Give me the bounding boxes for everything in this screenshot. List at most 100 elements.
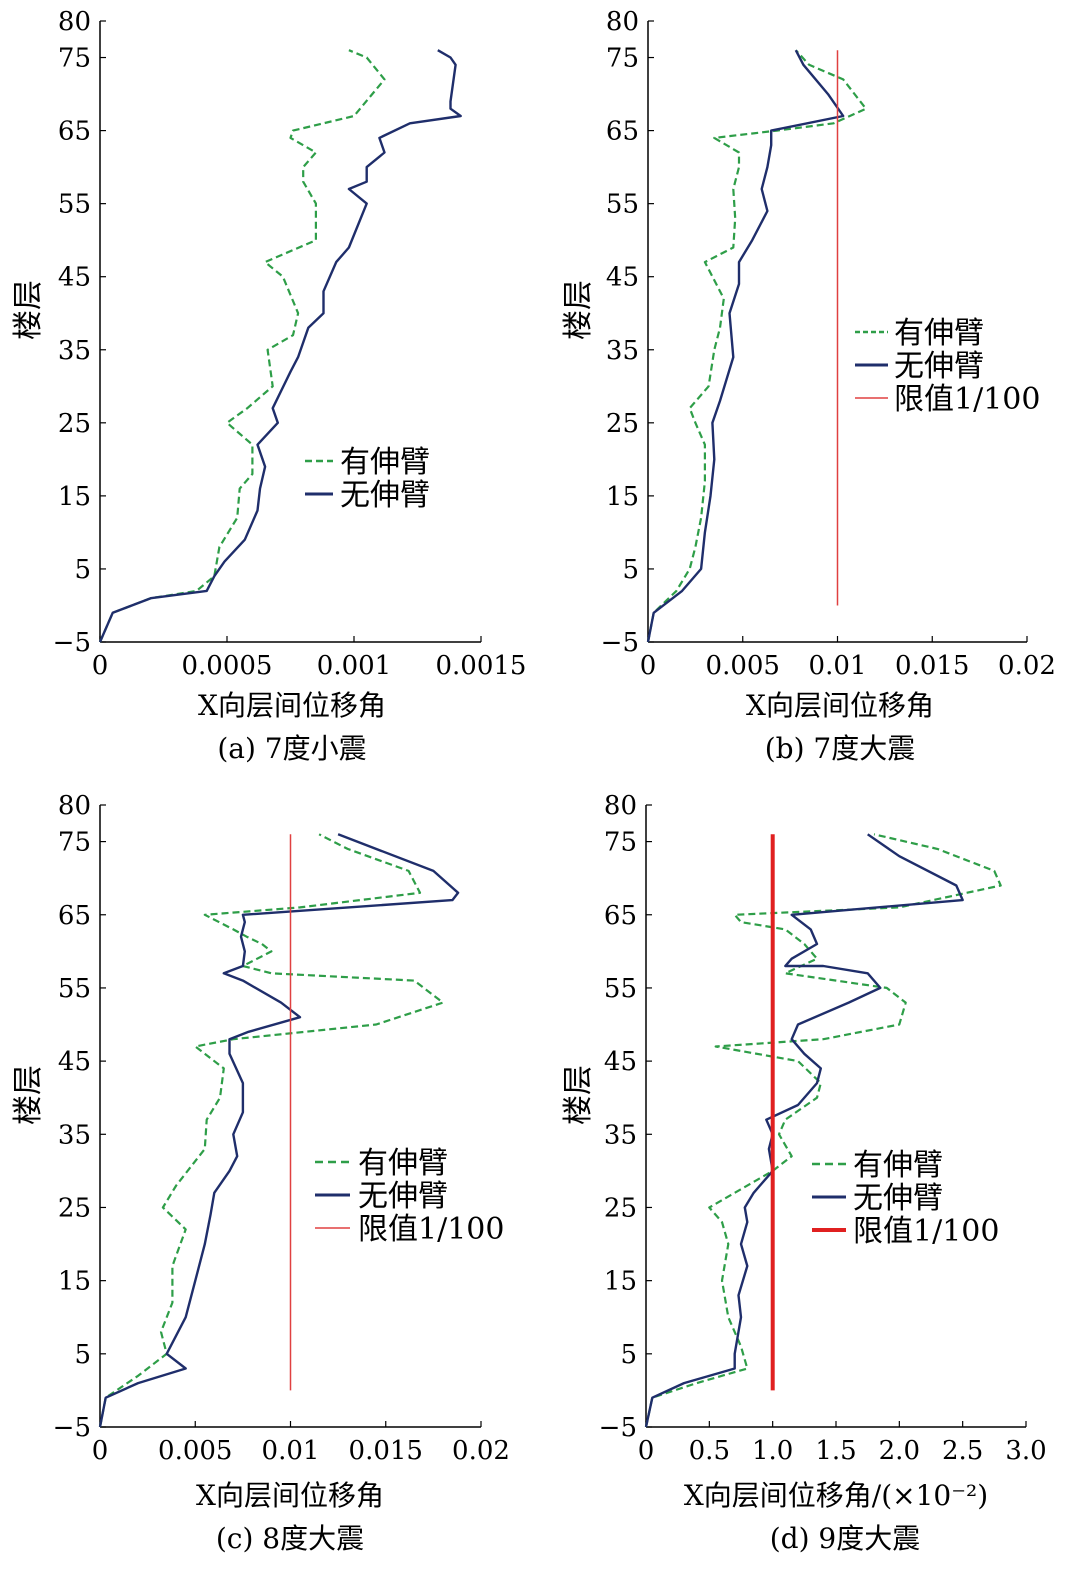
chart-panel-c: −5 5 15 25 35 45 55 65 75 80 0 0.005 0.01 0.015 0.02 楼… bbox=[11, 791, 510, 1555]
x-tick-label-a: 0.001 bbox=[317, 651, 391, 681]
chart-panel-a: −5 5 15 25 35 45 55 65 75 80 0 0.0005 0.001 0.0015 楼层… bbox=[11, 7, 526, 765]
legend-label-without-outrigger-b: 无伸臂 bbox=[894, 349, 984, 384]
y-tick-label-b: 25 bbox=[606, 409, 639, 439]
caption-b: (b) 7度大震 bbox=[765, 732, 916, 765]
x-tick-label-c: 0.01 bbox=[262, 1436, 320, 1466]
y-tick-label-a: 5 bbox=[74, 555, 91, 585]
legend-a: 有伸臂 无伸臂 bbox=[305, 445, 430, 513]
y-axis-label-b: 楼层 bbox=[561, 280, 596, 340]
caption-c: (c) 8度大震 bbox=[216, 1522, 364, 1555]
y-tick-label-a: 15 bbox=[58, 482, 91, 512]
legend-label-with-outrigger-b: 有伸臂 bbox=[894, 316, 984, 351]
x-tick-label-c: 0.015 bbox=[349, 1436, 423, 1466]
legend-label-with-outrigger-a: 有伸臂 bbox=[340, 445, 430, 480]
x-axis-label-a: X向层间位移角 bbox=[198, 689, 386, 722]
y-tick-label-b: 80 bbox=[606, 7, 639, 37]
y-tick-label-c: 80 bbox=[58, 791, 91, 821]
chart-panel-b: −5 5 15 25 35 45 55 65 75 80 0 0.005 0.01 0.015 0.02 楼… bbox=[561, 7, 1056, 765]
plot-area-c: −5 5 15 25 35 45 55 65 75 80 0 0.005 0.01 0.015 0.02 bbox=[53, 791, 510, 1466]
y-tick-label-d: 15 bbox=[604, 1267, 637, 1297]
plot-area-a: −5 5 15 25 35 45 55 65 75 80 0 0.0005 0.001 0.0015 bbox=[53, 7, 527, 681]
x-tick-label-a: 0 bbox=[92, 651, 109, 681]
y-tick-label-c: 15 bbox=[58, 1267, 91, 1297]
series-line-with-outrigger-a bbox=[98, 49, 386, 643]
y-axis-label-d: 楼层 bbox=[561, 1065, 596, 1125]
plot-area-b: −5 5 15 25 35 45 55 65 75 80 0 0.005 0.01 0.015 0.02 bbox=[601, 7, 1056, 681]
y-tick-label-a: 80 bbox=[58, 7, 91, 37]
legend-d: 有伸臂 无伸臂 限值1/100 bbox=[812, 1148, 999, 1249]
y-tick-label-d: 65 bbox=[604, 901, 637, 931]
y-axis-label-a: 楼层 bbox=[11, 280, 46, 340]
x-axis-label-c: X向层间位移角 bbox=[196, 1479, 384, 1512]
y-tick-label-c: 35 bbox=[58, 1120, 91, 1150]
y-tick-label-d: 80 bbox=[604, 791, 637, 821]
y-tick-label-c: 55 bbox=[58, 974, 91, 1004]
x-tick-label-c: 0.005 bbox=[158, 1436, 232, 1466]
y-tick-label-a: 75 bbox=[58, 44, 91, 74]
legend-label-with-outrigger-d: 有伸臂 bbox=[853, 1148, 943, 1183]
y-tick-label-a: −5 bbox=[53, 628, 91, 658]
caption-d: (d) 9度大震 bbox=[770, 1522, 921, 1555]
y-tick-label-c: 65 bbox=[58, 901, 91, 931]
series-line-with-outrigger-d bbox=[644, 833, 1002, 1428]
x-tick-label-c: 0 bbox=[92, 1436, 109, 1466]
x-tick-label-d: 1.0 bbox=[752, 1436, 793, 1466]
y-tick-label-c: 75 bbox=[58, 828, 91, 858]
y-tick-label-d: 75 bbox=[604, 828, 637, 858]
legend-label-without-outrigger-d: 无伸臂 bbox=[853, 1181, 943, 1216]
y-tick-label-a: 35 bbox=[58, 336, 91, 366]
y-tick-label-c: 25 bbox=[58, 1193, 91, 1223]
y-tick-label-d: 35 bbox=[604, 1120, 637, 1150]
y-tick-label-c: −5 bbox=[53, 1413, 91, 1443]
y-tick-label-b: 15 bbox=[606, 482, 639, 512]
x-tick-label-d: 2.5 bbox=[942, 1436, 983, 1466]
x-axis-label-b: X向层间位移角 bbox=[746, 689, 934, 722]
y-tick-label-d: 55 bbox=[604, 974, 637, 1004]
series-line-without-outrigger-d bbox=[644, 833, 964, 1428]
y-tick-label-d: −5 bbox=[599, 1413, 637, 1443]
x-tick-label-b: 0.015 bbox=[895, 651, 969, 681]
legend-c: 有伸臂 无伸臂 限值1/100 bbox=[315, 1146, 504, 1247]
x-tick-label-d: 2.0 bbox=[879, 1436, 920, 1466]
caption-a: (a) 7度小震 bbox=[217, 732, 366, 765]
legend-b: 有伸臂 无伸臂 限值1/100 bbox=[855, 316, 1040, 417]
series-line-without-outrigger-c bbox=[98, 833, 460, 1428]
x-tick-label-a: 0.0015 bbox=[436, 651, 527, 681]
y-tick-label-a: 55 bbox=[58, 190, 91, 220]
y-tick-label-d: 25 bbox=[604, 1193, 637, 1223]
x-tick-label-d: 1.5 bbox=[815, 1436, 856, 1466]
y-tick-label-c: 5 bbox=[74, 1340, 91, 1370]
series-line-with-outrigger-c bbox=[98, 833, 444, 1428]
y-tick-label-b: 75 bbox=[606, 44, 639, 74]
legend-label-limit-b: 限值1/100 bbox=[894, 382, 1040, 417]
legend-label-without-outrigger-c: 无伸臂 bbox=[358, 1179, 448, 1214]
y-tick-label-d: 45 bbox=[604, 1047, 637, 1077]
x-axis-label-d: X向层间位移角/(×10⁻²) bbox=[684, 1479, 988, 1512]
y-tick-label-a: 25 bbox=[58, 409, 91, 439]
x-tick-label-d: 0.5 bbox=[689, 1436, 730, 1466]
y-tick-label-b: 45 bbox=[606, 263, 639, 293]
y-tick-label-a: 45 bbox=[58, 263, 91, 293]
x-tick-label-a: 0.0005 bbox=[182, 651, 273, 681]
legend-label-limit-c: 限值1/100 bbox=[358, 1212, 504, 1247]
y-tick-label-d: 5 bbox=[620, 1340, 637, 1370]
x-tick-label-c: 0.02 bbox=[452, 1436, 510, 1466]
y-tick-label-b: 5 bbox=[622, 555, 639, 585]
y-tick-label-b: 65 bbox=[606, 117, 639, 147]
chart-panel-d: −5 5 15 25 35 45 55 65 75 80 0 0.5 1.0 1.5 2.0 2.5 3.0 楼… bbox=[561, 791, 1047, 1555]
y-tick-label-b: −5 bbox=[601, 628, 639, 658]
x-tick-label-b: 0 bbox=[640, 651, 657, 681]
plot-area-d: −5 5 15 25 35 45 55 65 75 80 0 0.5 1.0 1.5 2.0 2.5 3.0 bbox=[599, 791, 1047, 1466]
y-tick-label-b: 55 bbox=[606, 190, 639, 220]
x-tick-label-b: 0.01 bbox=[809, 651, 867, 681]
legend-label-without-outrigger-a: 无伸臂 bbox=[340, 478, 430, 513]
x-tick-label-d: 3.0 bbox=[1005, 1436, 1046, 1466]
y-axis-label-c: 楼层 bbox=[11, 1065, 46, 1125]
series-line-without-outrigger-b bbox=[646, 49, 845, 643]
y-tick-label-b: 35 bbox=[606, 336, 639, 366]
x-tick-label-d: 0 bbox=[638, 1436, 655, 1466]
series-line-without-outrigger-a bbox=[98, 49, 462, 643]
y-tick-label-a: 65 bbox=[58, 117, 91, 147]
x-tick-label-b: 0.02 bbox=[998, 651, 1056, 681]
